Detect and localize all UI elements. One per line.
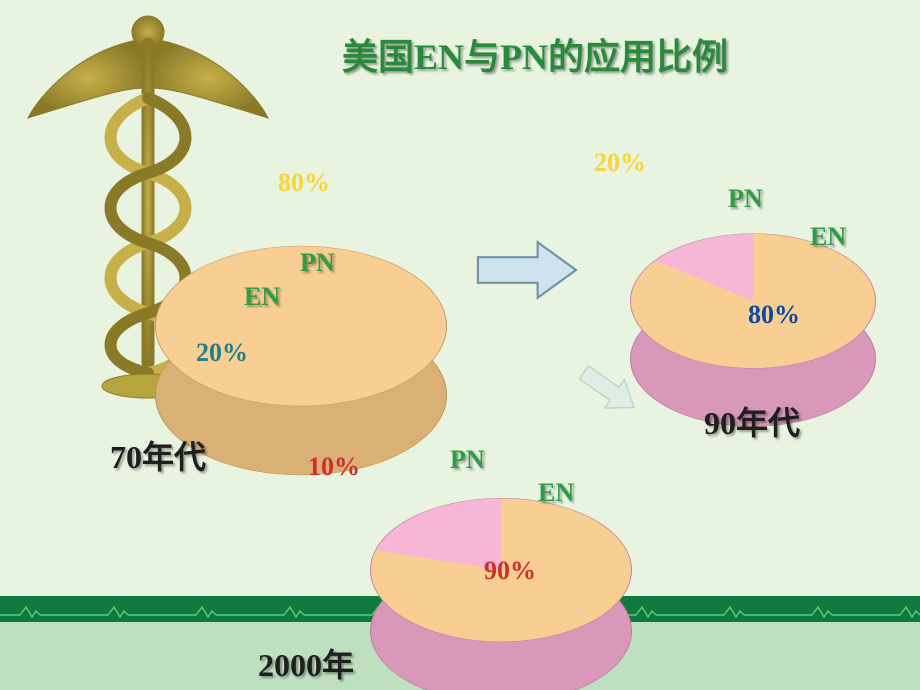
- slice-pct-en: 90%: [484, 556, 536, 586]
- slice-label-en: EN: [538, 478, 574, 508]
- pie-p2000: [370, 439, 630, 616]
- slide-stage: 美国EN与PN的应用比例 70年代 PN 80% EN 20% 90年代 PN 20% EN 80…: [0, 0, 920, 690]
- slice-pct-en: 20%: [196, 338, 248, 368]
- pie-era-label: 90年代: [704, 398, 800, 444]
- slice-pct-pn: 10%: [308, 452, 360, 482]
- slice-label-pn: PN: [450, 445, 485, 475]
- pie-era-label: 2000年: [258, 640, 354, 686]
- slice-label-pn: PN: [300, 248, 335, 278]
- slice-pct-en: 80%: [748, 300, 800, 330]
- arrow-right-icon: [472, 238, 582, 302]
- slice-pct-pn: 80%: [278, 168, 330, 198]
- slice-label-en: EN: [244, 282, 280, 312]
- pie-era-label: 70年代: [110, 432, 206, 478]
- slice-label-en: EN: [810, 222, 846, 252]
- slide-title: 美国EN与PN的应用比例: [342, 28, 728, 80]
- slice-label-pn: PN: [728, 184, 763, 214]
- slice-pct-pn: 20%: [594, 148, 646, 178]
